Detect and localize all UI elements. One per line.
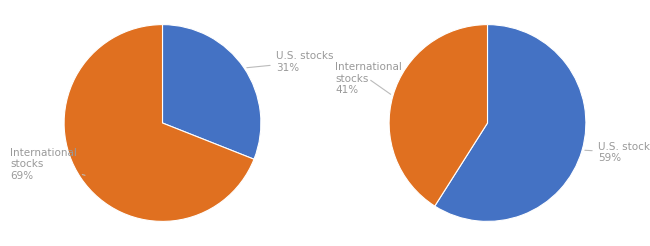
Wedge shape bbox=[435, 25, 586, 221]
Text: International
stocks
41%: International stocks 41% bbox=[335, 62, 402, 95]
Text: U.S. stocks
31%: U.S. stocks 31% bbox=[247, 51, 333, 73]
Wedge shape bbox=[64, 25, 254, 221]
Text: U.S. stocks
59%: U.S. stocks 59% bbox=[585, 142, 650, 163]
Wedge shape bbox=[389, 25, 488, 206]
Text: International
stocks
69%: International stocks 69% bbox=[10, 148, 85, 181]
Wedge shape bbox=[162, 25, 261, 159]
